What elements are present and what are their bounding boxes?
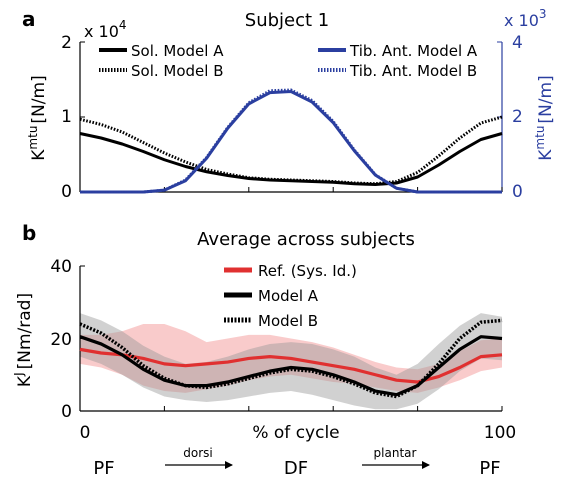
- panel-b-y-axis-label: KJ[Nm/rad]: [12, 293, 35, 387]
- phase-labels: PF DF PF dorsi plantar: [93, 446, 500, 478]
- legend-model-b-label: Model B: [258, 312, 318, 330]
- panel-a-title: Subject 1: [245, 10, 329, 31]
- legend-tib-model-b-label: Tib. Ant. Model B: [349, 62, 477, 80]
- panel-a-legend: Sol. Model A Sol. Model B Tib. Ant. Mode…: [99, 42, 478, 80]
- panel-a-left-axis-label: Kmtu[N/m]: [26, 75, 49, 160]
- series-line-model-a: [79, 335, 503, 397]
- panel-a-right-axis-label: Kmtu[N/m]: [533, 75, 556, 160]
- panel-a-letter: a: [22, 7, 36, 31]
- panel-a-right-tick-2: 4: [512, 33, 523, 53]
- panel-a-left-tick-1: 1: [61, 107, 72, 127]
- panel-a-left-multiplier: x 104: [84, 18, 127, 41]
- panel-b-letter: b: [22, 221, 36, 245]
- phase-label-pf-right: PF: [479, 458, 500, 478]
- panel-b-x-tick-0: 0: [80, 423, 91, 443]
- phase-arrow-dorsi-label: dorsi: [183, 446, 212, 460]
- phase-label-pf-left: PF: [93, 458, 114, 478]
- phase-arrow-plantar-label: plantar: [374, 446, 417, 460]
- legend-sol-model-a-label: Sol. Model A: [131, 42, 224, 60]
- legend-tib-model-a-label: Tib. Ant. Model A: [349, 42, 478, 60]
- panel-b-plot-area: [79, 265, 503, 412]
- panel-b-x-axis-label: % of cycle: [252, 423, 339, 443]
- series-line-model-b: [79, 318, 503, 399]
- series-line-ref-sys-id: [79, 347, 503, 384]
- panel-b-y-tick-40: 40: [50, 257, 72, 277]
- panel-a-left-tick-2: 2: [61, 33, 72, 53]
- panel-b-y-tick-0: 0: [61, 402, 72, 422]
- legend-ref-label: Ref. (Sys. Id.): [258, 262, 357, 280]
- series-line-sol-model-b: [79, 115, 503, 186]
- panel-a-plot-area: [79, 41, 503, 194]
- panel-b-y-tick-20: 20: [50, 330, 72, 350]
- series-line-sol-model-a: [79, 132, 503, 186]
- panel-a: a Subject 1 x 104 x 103 Kmtu[N/m] Kmtu[N…: [22, 7, 556, 202]
- series-line-tib-ant-model-b: [80, 88, 502, 194]
- panel-a-right-tick-1: 2: [512, 107, 523, 127]
- legend-sol-model-b-label: Sol. Model B: [131, 62, 224, 80]
- panel-b-title: Average across subjects: [197, 229, 415, 250]
- panel-b: b Average across subjects KJ[Nm/rad] 0 2…: [12, 221, 516, 478]
- phase-label-df: DF: [284, 458, 308, 478]
- legend-model-a-label: Model A: [258, 287, 319, 305]
- panel-b-x-tick-100: 100: [484, 423, 516, 443]
- panel-a-right-tick-0: 0: [512, 182, 523, 202]
- panel-a-right-multiplier: x 103: [504, 7, 547, 30]
- panel-a-left-tick-0: 0: [61, 182, 72, 202]
- panel-b-legend: Ref. (Sys. Id.) Model A Model B: [224, 262, 357, 330]
